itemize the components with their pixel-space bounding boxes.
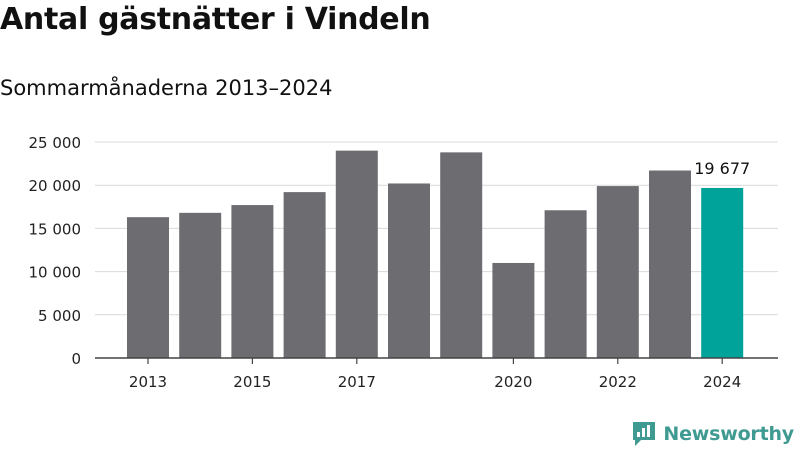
x-tick-label: 2017 (338, 373, 376, 391)
highlight-value-label: 19 677 (694, 159, 750, 178)
x-tick-label: 2024 (703, 373, 741, 391)
newsworthy-logo-text: Newsworthy (663, 423, 794, 445)
y-tick-label: 5 000 (38, 307, 81, 325)
y-tick-label: 0 (71, 350, 81, 368)
x-tick-label: 2022 (599, 373, 637, 391)
bar-2023 (649, 170, 691, 358)
bar-2016 (283, 192, 326, 358)
bar-2022 (596, 186, 639, 358)
y-tick-label: 10 000 (29, 264, 82, 282)
bar-2018 (388, 183, 430, 358)
chart-subtitle: Sommarmånaderna 2013–2024 (0, 76, 333, 100)
chart-title: Antal gästnätter i Vindeln (0, 2, 431, 37)
x-tick-label: 2013 (129, 373, 167, 391)
x-tick-label: 2015 (233, 373, 271, 391)
bar-2017 (335, 150, 378, 358)
y-tick-label: 15 000 (29, 220, 82, 238)
bar-2013 (127, 217, 169, 358)
bar-2020 (492, 262, 535, 358)
x-tick-label: 2020 (494, 373, 532, 391)
bar-2014 (179, 212, 222, 358)
newsworthy-logo: Newsworthy (631, 420, 794, 448)
bar-2024 (701, 187, 744, 358)
bar-chart: 0 5 000 10 000 15 000 20 000 25 000 2013 2015 20… (29, 134, 778, 391)
newsworthy-logo-icon (633, 422, 656, 446)
bar-2021 (544, 210, 587, 358)
y-tick-label: 20 000 (29, 177, 82, 195)
bar-2015 (231, 205, 274, 358)
bar-2019 (440, 152, 483, 358)
y-tick-label: 25 000 (29, 134, 82, 152)
